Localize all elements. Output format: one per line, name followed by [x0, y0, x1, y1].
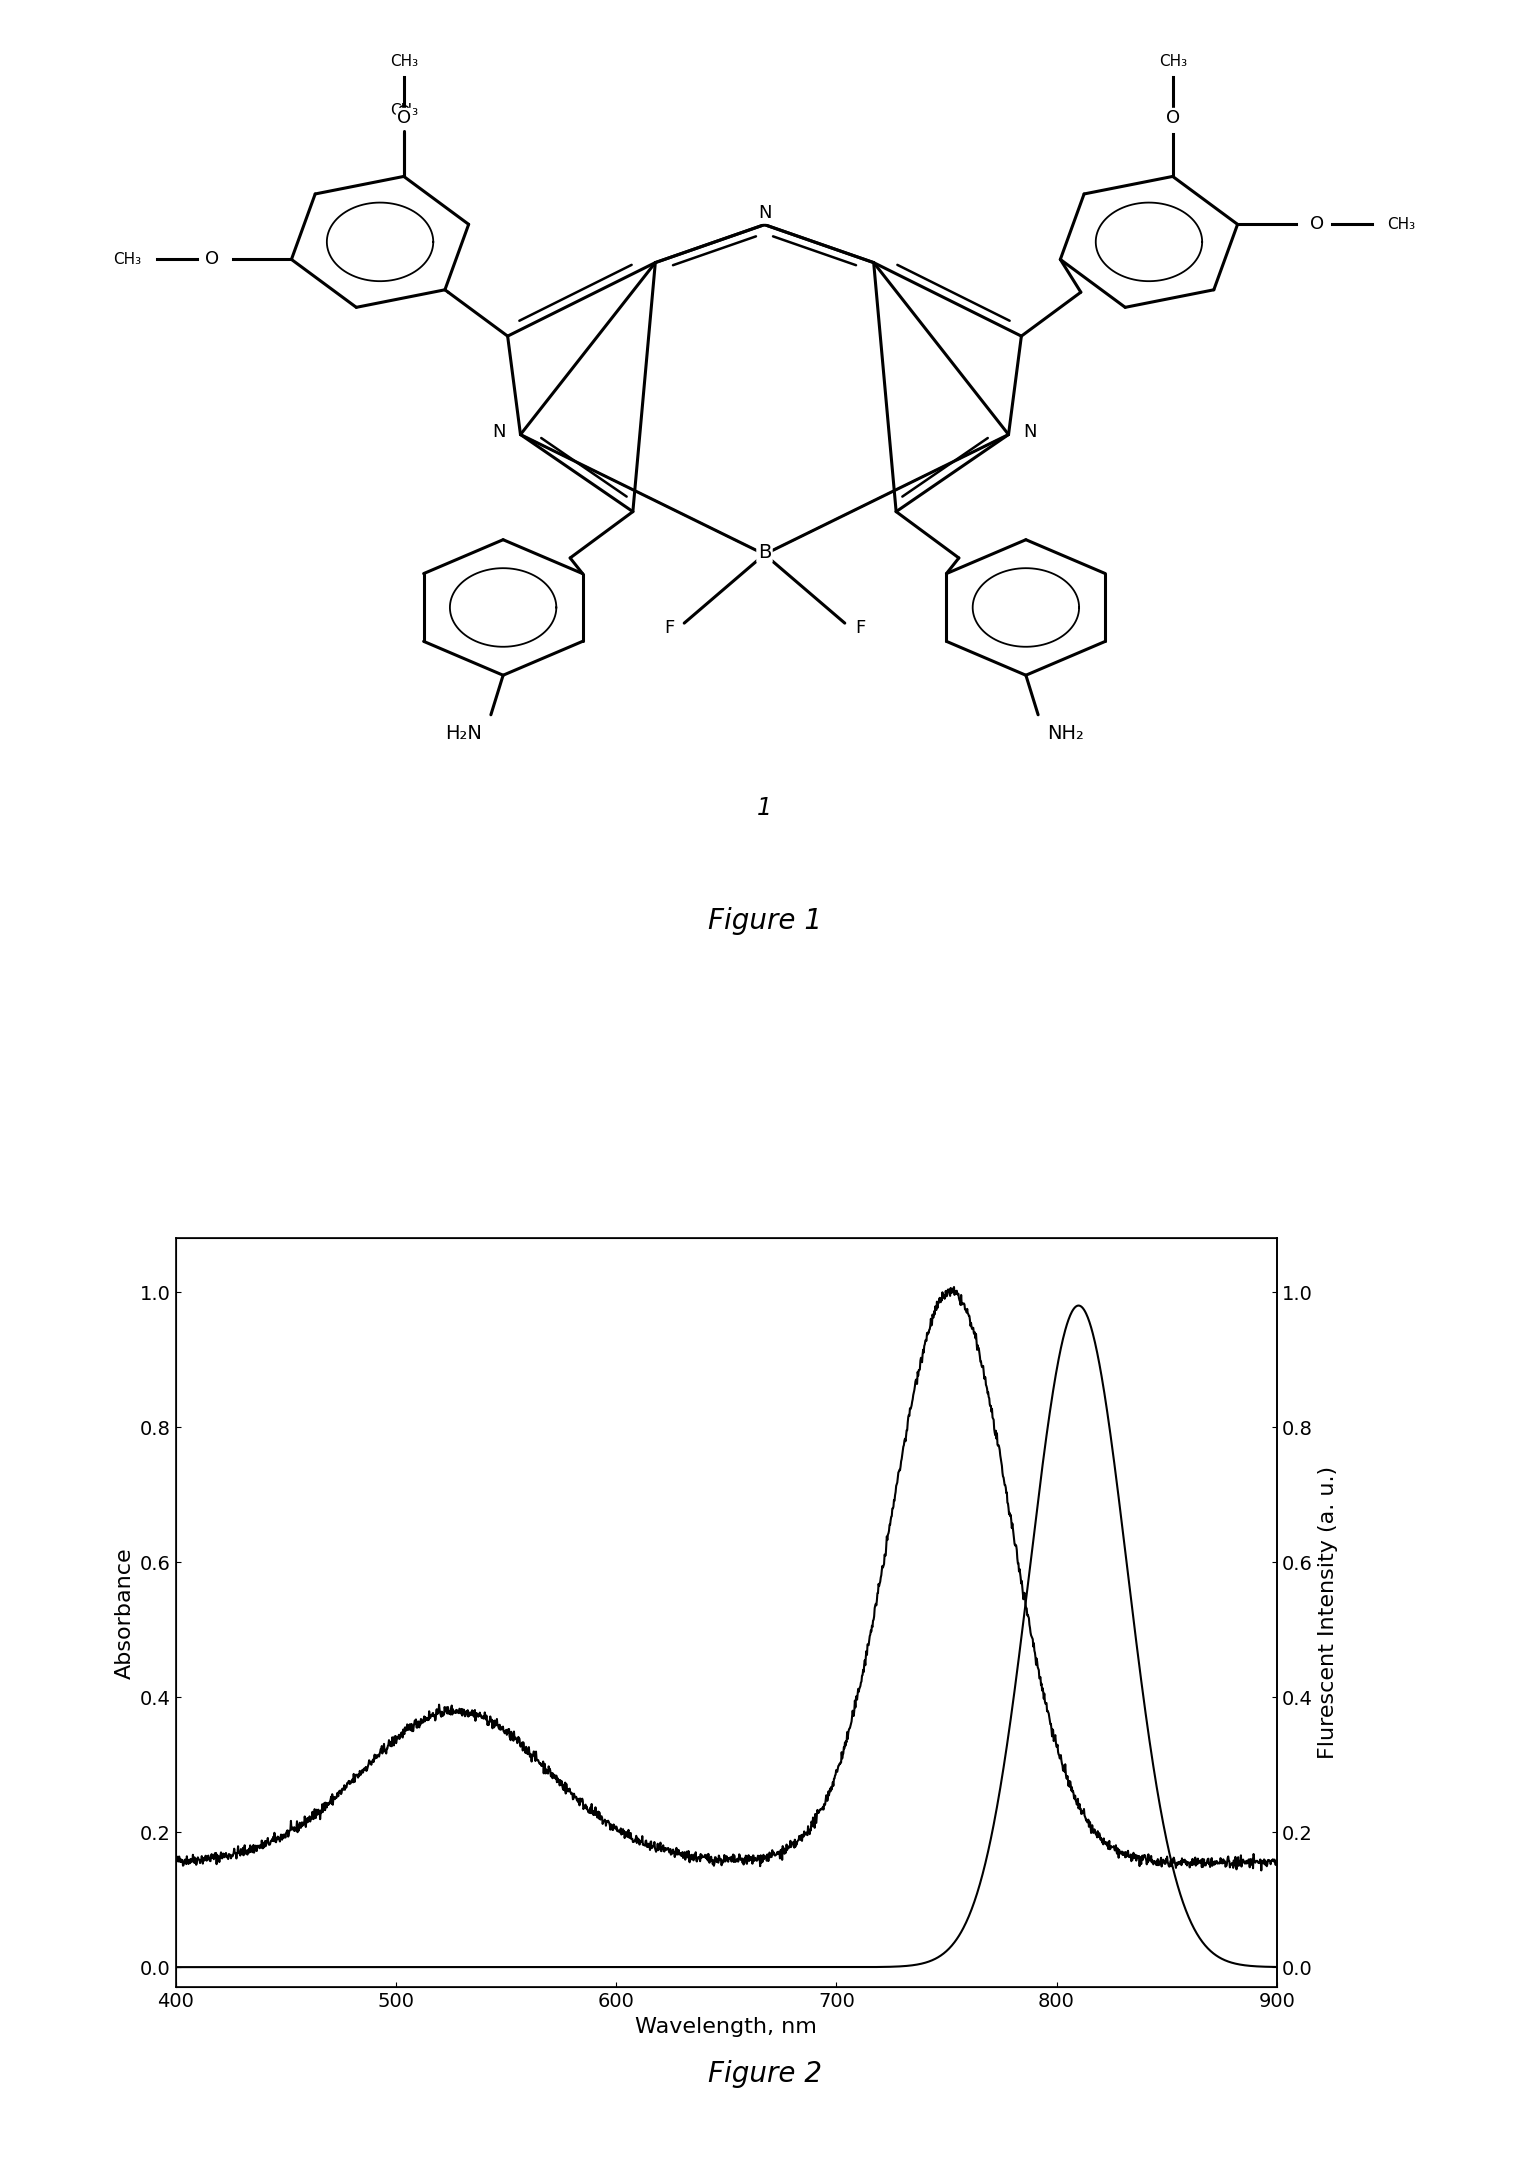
Text: CH₃: CH₃	[390, 54, 417, 70]
Text: CH₃: CH₃	[113, 252, 142, 267]
Text: F: F	[664, 619, 674, 636]
Text: NH₂: NH₂	[1047, 723, 1084, 743]
Text: B: B	[758, 543, 771, 563]
Text: F: F	[855, 619, 865, 636]
Text: O: O	[396, 109, 411, 126]
Text: N: N	[1023, 424, 1037, 441]
Text: O: O	[205, 250, 219, 269]
Text: O: O	[1310, 215, 1324, 232]
Text: Figure 2: Figure 2	[708, 2061, 821, 2087]
Text: H₂N: H₂N	[445, 723, 482, 743]
Text: 1: 1	[757, 797, 772, 821]
Y-axis label: Absorbance: Absorbance	[115, 1546, 135, 1679]
Text: CH₃: CH₃	[1387, 217, 1416, 232]
Text: CH₃: CH₃	[1159, 54, 1187, 70]
Text: O: O	[396, 104, 411, 122]
X-axis label: Wavelength, nm: Wavelength, nm	[636, 2018, 816, 2037]
Text: O: O	[1165, 109, 1180, 126]
Text: N: N	[492, 424, 506, 441]
Y-axis label: Flurescent Intensity (a. u.): Flurescent Intensity (a. u.)	[1318, 1466, 1338, 1759]
Text: CH₃: CH₃	[390, 102, 417, 117]
Text: Figure 1: Figure 1	[708, 906, 821, 934]
Text: N: N	[758, 204, 771, 222]
